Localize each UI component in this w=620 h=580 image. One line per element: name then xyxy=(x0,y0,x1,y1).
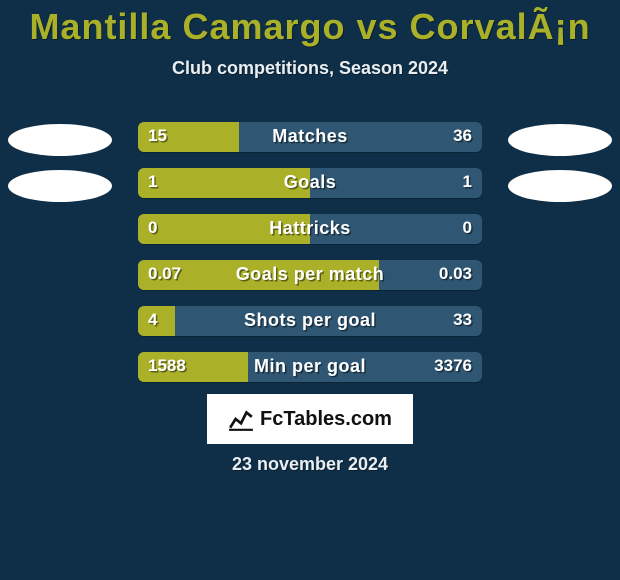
stat-bar: Goals per match0.07 0.03 xyxy=(138,260,482,290)
stat-bar: Goals1 1 xyxy=(138,168,482,198)
chart-area: Matches15 36 Goals1 1 Hattricks0 0 Goals per m… xyxy=(0,118,620,394)
stat-value-left: 15 xyxy=(148,126,167,146)
subtitle: Club competitions, Season 2024 xyxy=(0,58,620,79)
branding-text: FcTables.com xyxy=(260,408,392,431)
stat-value-left: 0.07 xyxy=(148,264,181,284)
stat-row: Matches15 36 xyxy=(0,118,620,164)
stat-row: Goals per match0.07 0.03 xyxy=(0,256,620,302)
stat-value-right: 3376 xyxy=(434,356,472,376)
stat-label: Matches xyxy=(138,126,482,147)
stat-label: Hattricks xyxy=(138,218,482,239)
stat-label: Goals per match xyxy=(138,264,482,285)
stat-value-left: 1588 xyxy=(148,356,186,376)
comparison-infographic: Mantilla Camargo vs CorvalÃ¡n Club compe… xyxy=(0,0,620,580)
stat-value-right: 0.03 xyxy=(439,264,472,284)
stat-label: Goals xyxy=(138,172,482,193)
stat-label: Min per goal xyxy=(138,356,482,377)
stat-value-right: 1 xyxy=(463,172,472,192)
stat-bar: Matches15 36 xyxy=(138,122,482,152)
stat-value-left: 0 xyxy=(148,218,157,238)
stat-value-left: 1 xyxy=(148,172,157,192)
branding-badge: FcTables.com xyxy=(207,394,413,444)
stat-row: Goals1 1 xyxy=(0,164,620,210)
date-text: 23 november 2024 xyxy=(0,454,620,475)
stat-value-right: 33 xyxy=(453,310,472,330)
stat-row: Hattricks0 0 xyxy=(0,210,620,256)
chart-icon xyxy=(228,406,254,432)
stat-bar: Shots per goal4 33 xyxy=(138,306,482,336)
stat-label: Shots per goal xyxy=(138,310,482,331)
player-left-avatar xyxy=(8,170,112,202)
player-right-avatar xyxy=(508,170,612,202)
stat-bar: Min per goal1588 3376 xyxy=(138,352,482,382)
stat-value-right: 0 xyxy=(463,218,472,238)
stat-value-left: 4 xyxy=(148,310,157,330)
stat-value-right: 36 xyxy=(453,126,472,146)
player-right-avatar xyxy=(508,124,612,156)
page-title: Mantilla Camargo vs CorvalÃ¡n xyxy=(0,0,620,48)
stat-bar: Hattricks0 0 xyxy=(138,214,482,244)
stat-row: Min per goal1588 3376 xyxy=(0,348,620,394)
stat-row: Shots per goal4 33 xyxy=(0,302,620,348)
player-left-avatar xyxy=(8,124,112,156)
